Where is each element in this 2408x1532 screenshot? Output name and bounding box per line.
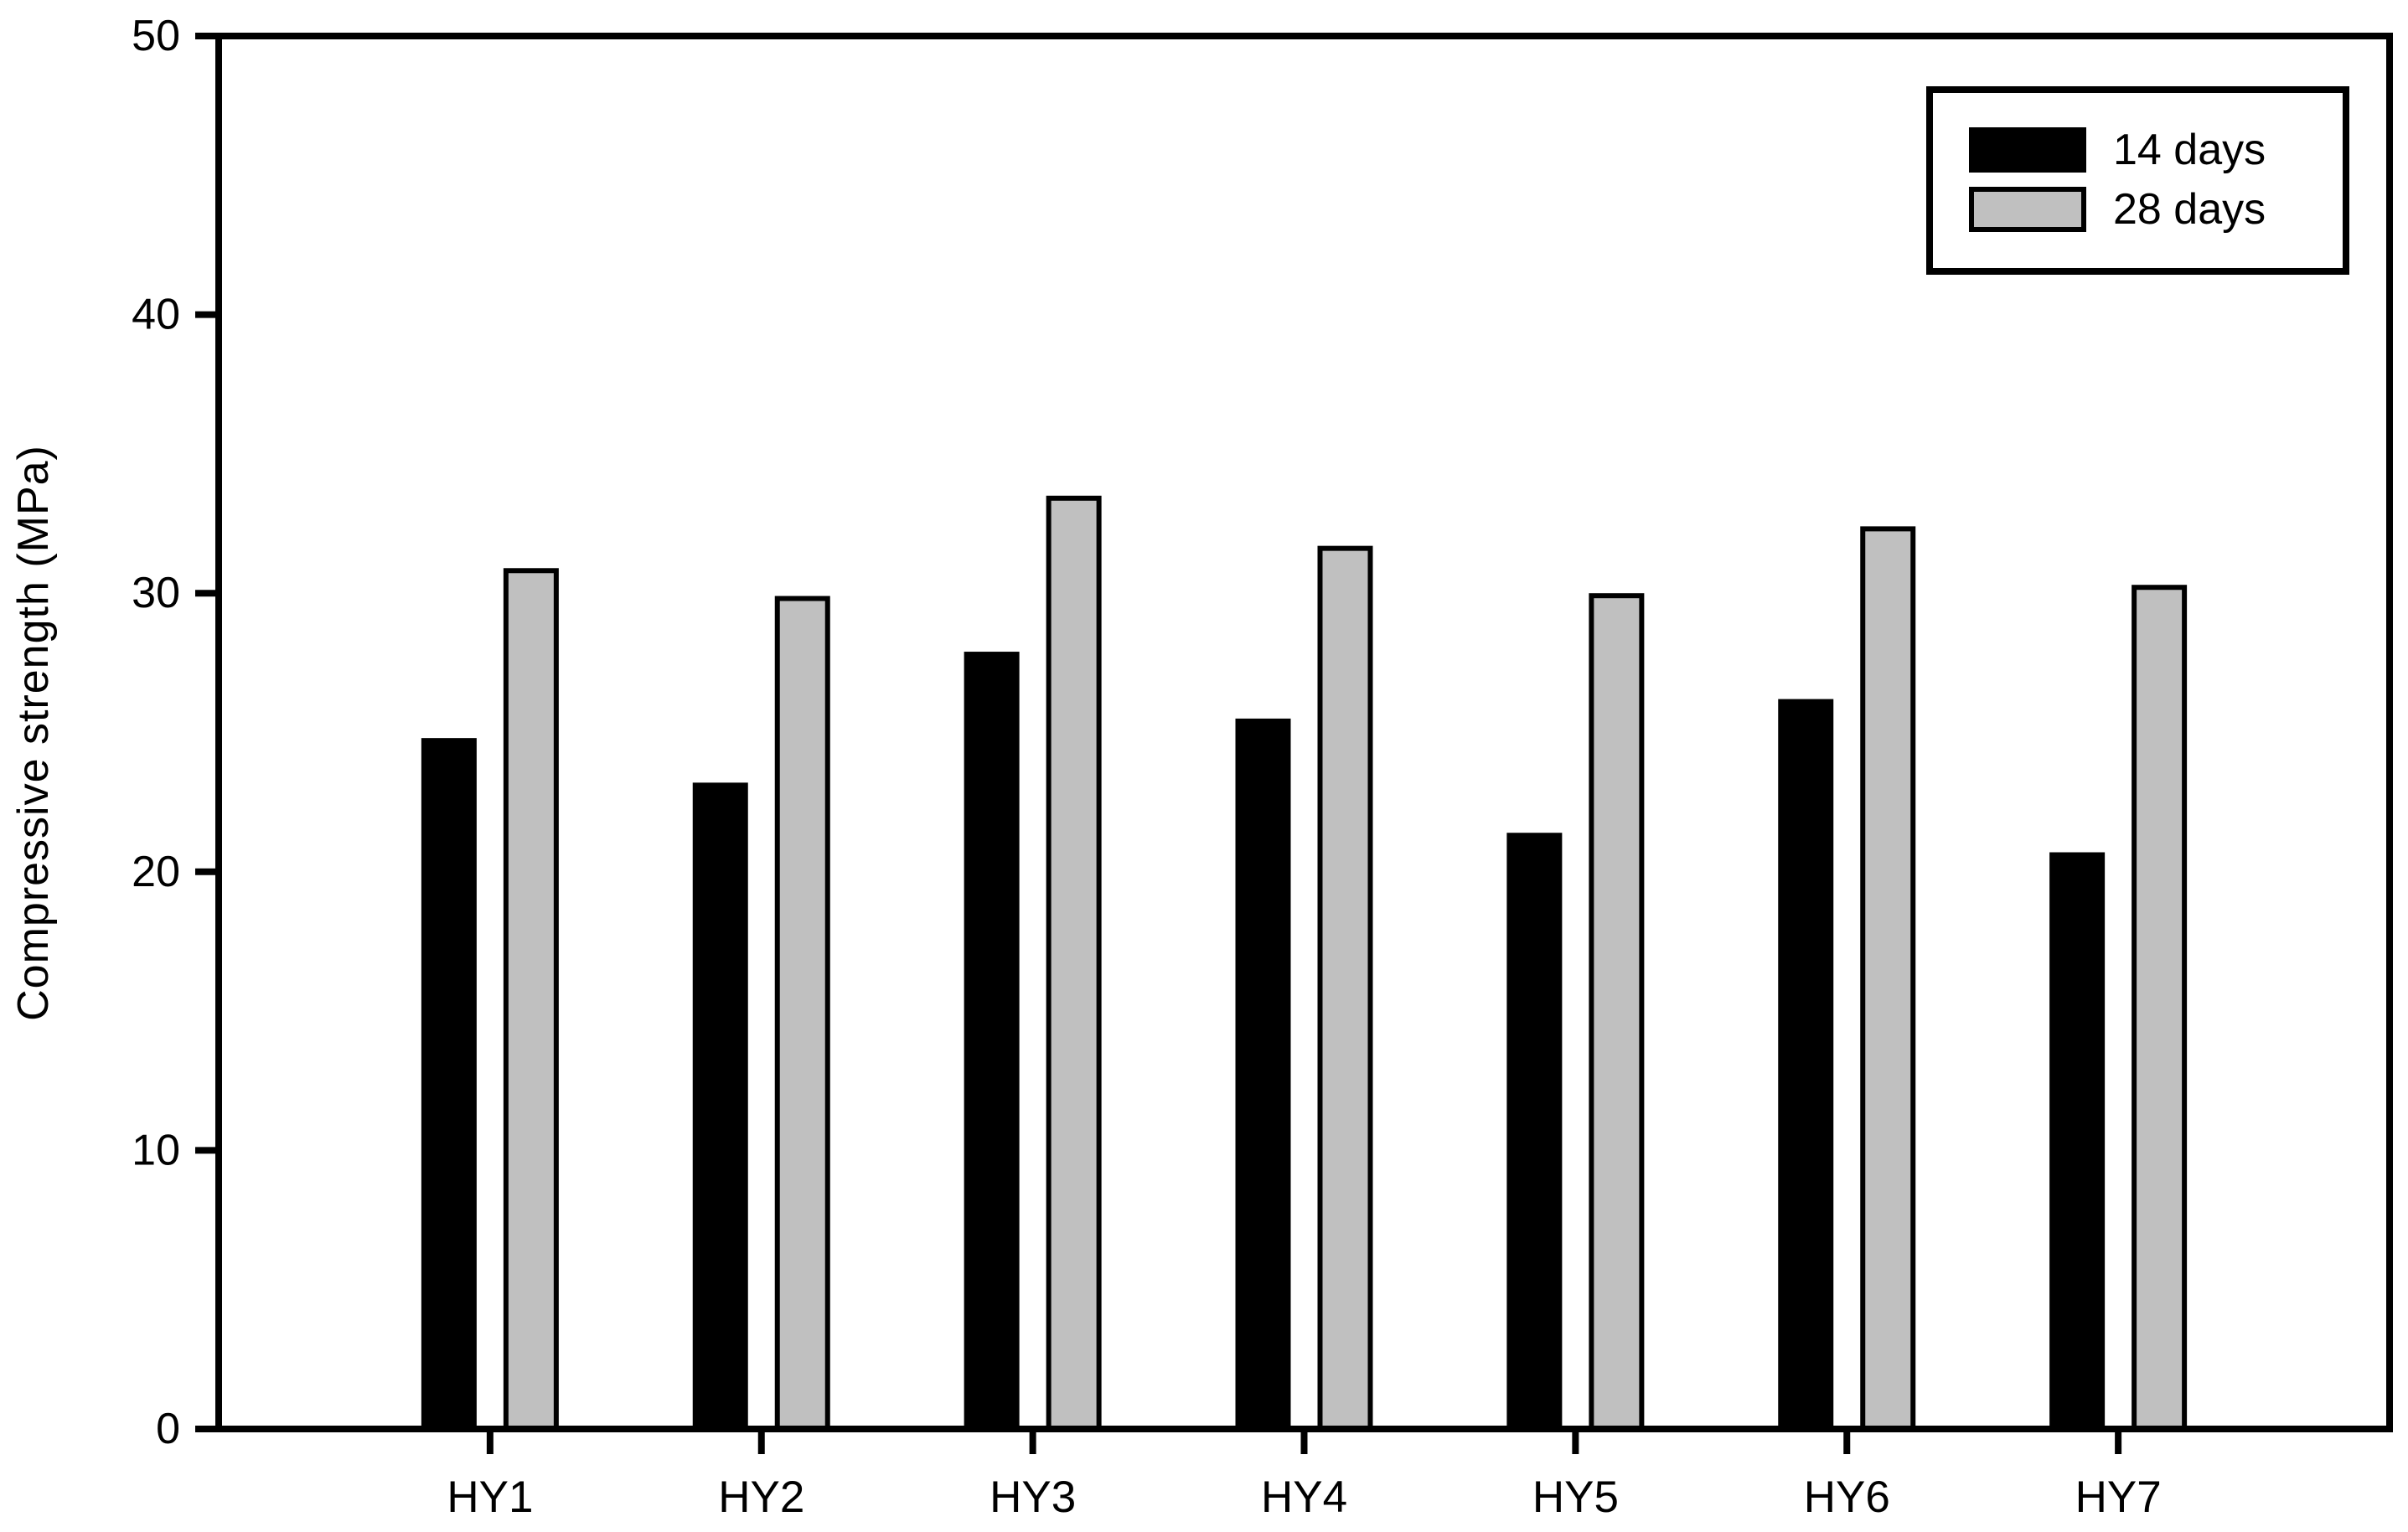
bar-28-days-hy6 xyxy=(1860,526,1916,1431)
bar-14-days-hy3 xyxy=(964,652,1020,1429)
legend-box: 14 days 28 days xyxy=(1926,86,2349,275)
bar-14-days-hy1 xyxy=(421,738,477,1429)
bar-28-days-hy7 xyxy=(2132,585,2188,1431)
legend-swatch-14-days xyxy=(1969,127,2086,173)
x-tick-label-hy4: HY4 xyxy=(1261,1473,1347,1522)
y-tick-label-0: 0 xyxy=(156,1405,180,1453)
bar-14-days-hy2 xyxy=(692,782,748,1429)
bar-14-days-hy5 xyxy=(1506,833,1563,1429)
bar-28-days-hy2 xyxy=(774,596,830,1431)
legend-item-28-days: 28 days xyxy=(1969,187,2266,232)
x-tick-label-hy6: HY6 xyxy=(1804,1473,1890,1522)
y-tick-label-20: 20 xyxy=(132,848,180,896)
x-tick-label-hy7: HY7 xyxy=(2075,1473,2162,1522)
y-tick-label-30: 30 xyxy=(132,569,180,617)
bar-14-days-hy7 xyxy=(2049,852,2106,1429)
legend-item-14-days: 14 days xyxy=(1969,127,2266,173)
bar-28-days-hy5 xyxy=(1589,593,1645,1431)
y-tick-label-50: 50 xyxy=(132,12,180,60)
legend-label-28-days: 28 days xyxy=(2113,185,2266,234)
x-tick-label-hy3: HY3 xyxy=(990,1473,1076,1522)
legend-label-14-days: 14 days xyxy=(2113,126,2266,174)
bar-14-days-hy6 xyxy=(1778,699,1834,1429)
x-tick-label-hy5: HY5 xyxy=(1532,1473,1619,1522)
bar-14-days-hy4 xyxy=(1235,718,1291,1429)
x-tick-label-hy1: HY1 xyxy=(447,1473,533,1522)
y-tick-label-40: 40 xyxy=(132,291,180,339)
legend-swatch-28-days xyxy=(1969,187,2086,232)
bar-28-days-hy4 xyxy=(1317,545,1373,1432)
y-axis-title: Compressive strength (MPa) xyxy=(9,445,58,1021)
y-tick-label-10: 10 xyxy=(132,1126,180,1174)
bar-28-days-hy3 xyxy=(1046,495,1102,1431)
x-tick-label-hy2: HY2 xyxy=(718,1473,804,1522)
bar-28-days-hy1 xyxy=(503,568,559,1431)
